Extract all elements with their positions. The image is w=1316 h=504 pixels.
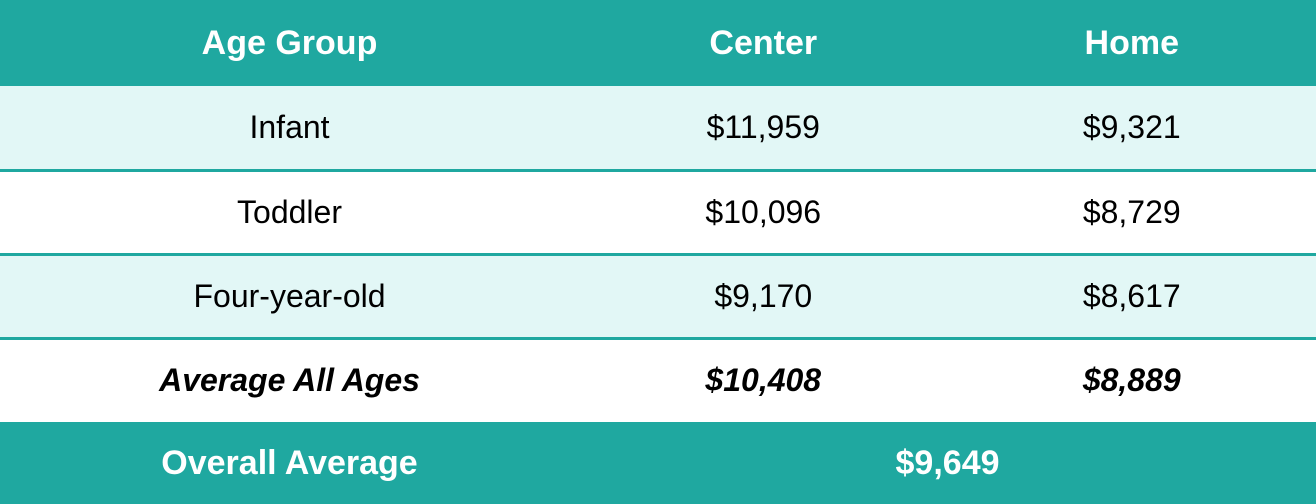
footer-label: Overall Average <box>0 422 579 504</box>
cell-home: $8,617 <box>948 254 1316 338</box>
cell-avg-home: $8,889 <box>948 338 1316 422</box>
cell-home: $8,729 <box>948 170 1316 254</box>
average-row: Average All Ages $10,408 $8,889 <box>0 338 1316 422</box>
cost-table: Age Group Center Home Infant $11,959 $9,… <box>0 0 1316 504</box>
footer-value: $9,649 <box>579 422 1316 504</box>
table-row: Four-year-old $9,170 $8,617 <box>0 254 1316 338</box>
col-header-age-group: Age Group <box>0 0 579 86</box>
cell-center: $10,096 <box>579 170 947 254</box>
footer-row: Overall Average $9,649 <box>0 422 1316 504</box>
cell-age-group: Infant <box>0 86 579 170</box>
table-row: Toddler $10,096 $8,729 <box>0 170 1316 254</box>
col-header-home: Home <box>948 0 1316 86</box>
cell-center: $9,170 <box>579 254 947 338</box>
cell-age-group: Toddler <box>0 170 579 254</box>
table-header-row: Age Group Center Home <box>0 0 1316 86</box>
col-header-center: Center <box>579 0 947 86</box>
table-row: Infant $11,959 $9,321 <box>0 86 1316 170</box>
cell-age-group: Four-year-old <box>0 254 579 338</box>
cell-center: $11,959 <box>579 86 947 170</box>
cell-avg-label: Average All Ages <box>0 338 579 422</box>
cell-avg-center: $10,408 <box>579 338 947 422</box>
cell-home: $9,321 <box>948 86 1316 170</box>
